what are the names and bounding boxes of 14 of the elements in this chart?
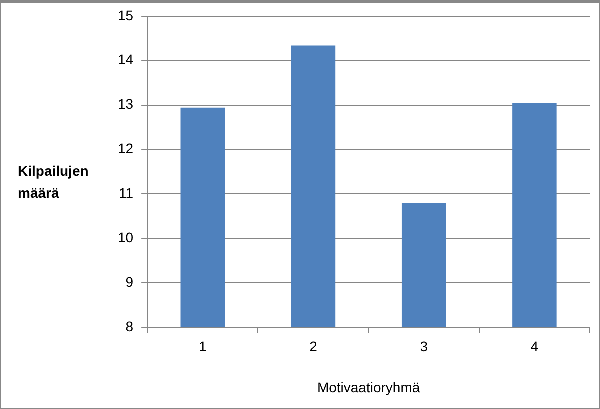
y-tick-label: 11: [119, 184, 134, 201]
y-tick-label: 12: [118, 140, 134, 157]
y-tick-label: 13: [118, 96, 134, 112]
x-tick-label: 3: [420, 338, 428, 355]
y-axis-title: Kilpailujen määrä: [18, 162, 90, 203]
y-tick-label: 9: [126, 274, 134, 290]
x-tick-label: 1: [198, 338, 207, 355]
x-axis-title: Motivaatioryhmä: [317, 379, 420, 396]
y-tick-label: 14: [118, 52, 134, 68]
y-tick-label: 10: [118, 229, 134, 246]
y-tick-label: 15: [118, 7, 134, 24]
y-tick-label: 8: [126, 318, 134, 334]
x-tick-label: 2: [310, 338, 318, 355]
x-tick-label: 4: [530, 338, 539, 355]
